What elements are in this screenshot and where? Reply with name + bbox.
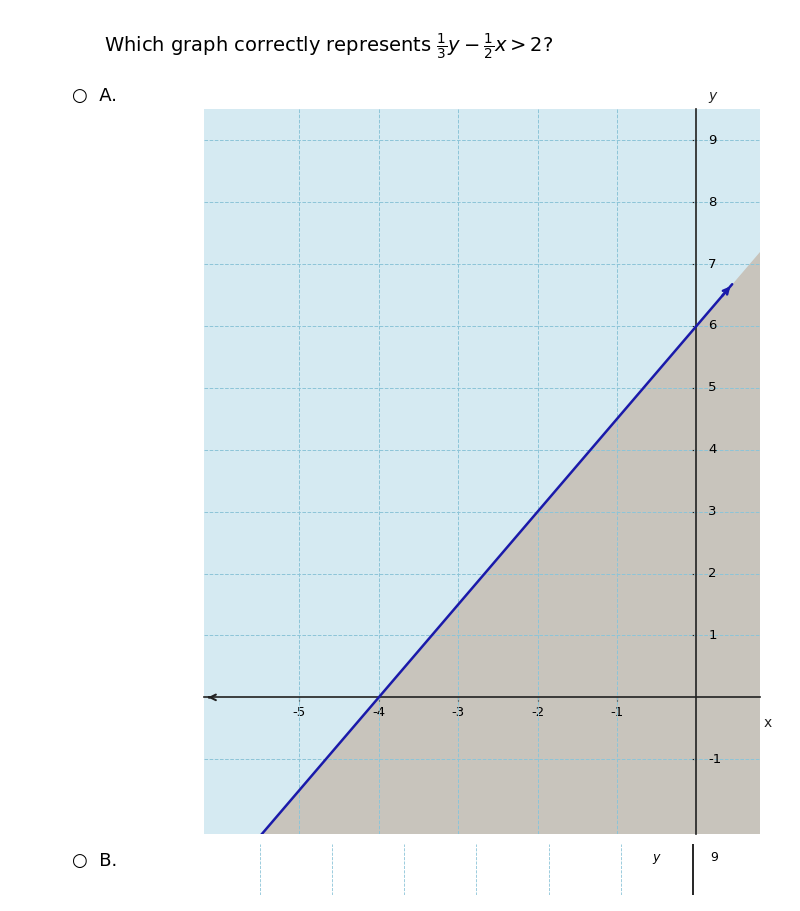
Text: 2: 2 — [708, 567, 717, 580]
Text: 1: 1 — [708, 629, 717, 642]
Text: 3: 3 — [708, 506, 717, 518]
Polygon shape — [262, 251, 760, 834]
Text: 9: 9 — [710, 851, 718, 864]
Text: 6: 6 — [708, 320, 717, 333]
Text: 4: 4 — [708, 444, 717, 456]
Text: y: y — [653, 851, 660, 864]
Text: x: x — [764, 716, 772, 730]
Text: ○  A.: ○ A. — [72, 87, 117, 105]
Text: y: y — [708, 89, 717, 103]
Text: 9: 9 — [708, 134, 717, 147]
Text: Which graph correctly represents $\frac{1}{3}y - \frac{1}{2}x > 2$?: Which graph correctly represents $\frac{… — [104, 32, 554, 62]
Text: -1: -1 — [708, 752, 722, 766]
Text: 5: 5 — [708, 382, 717, 394]
Text: 7: 7 — [708, 258, 717, 271]
Text: ○  B.: ○ B. — [72, 852, 118, 870]
Text: 8: 8 — [708, 196, 717, 209]
